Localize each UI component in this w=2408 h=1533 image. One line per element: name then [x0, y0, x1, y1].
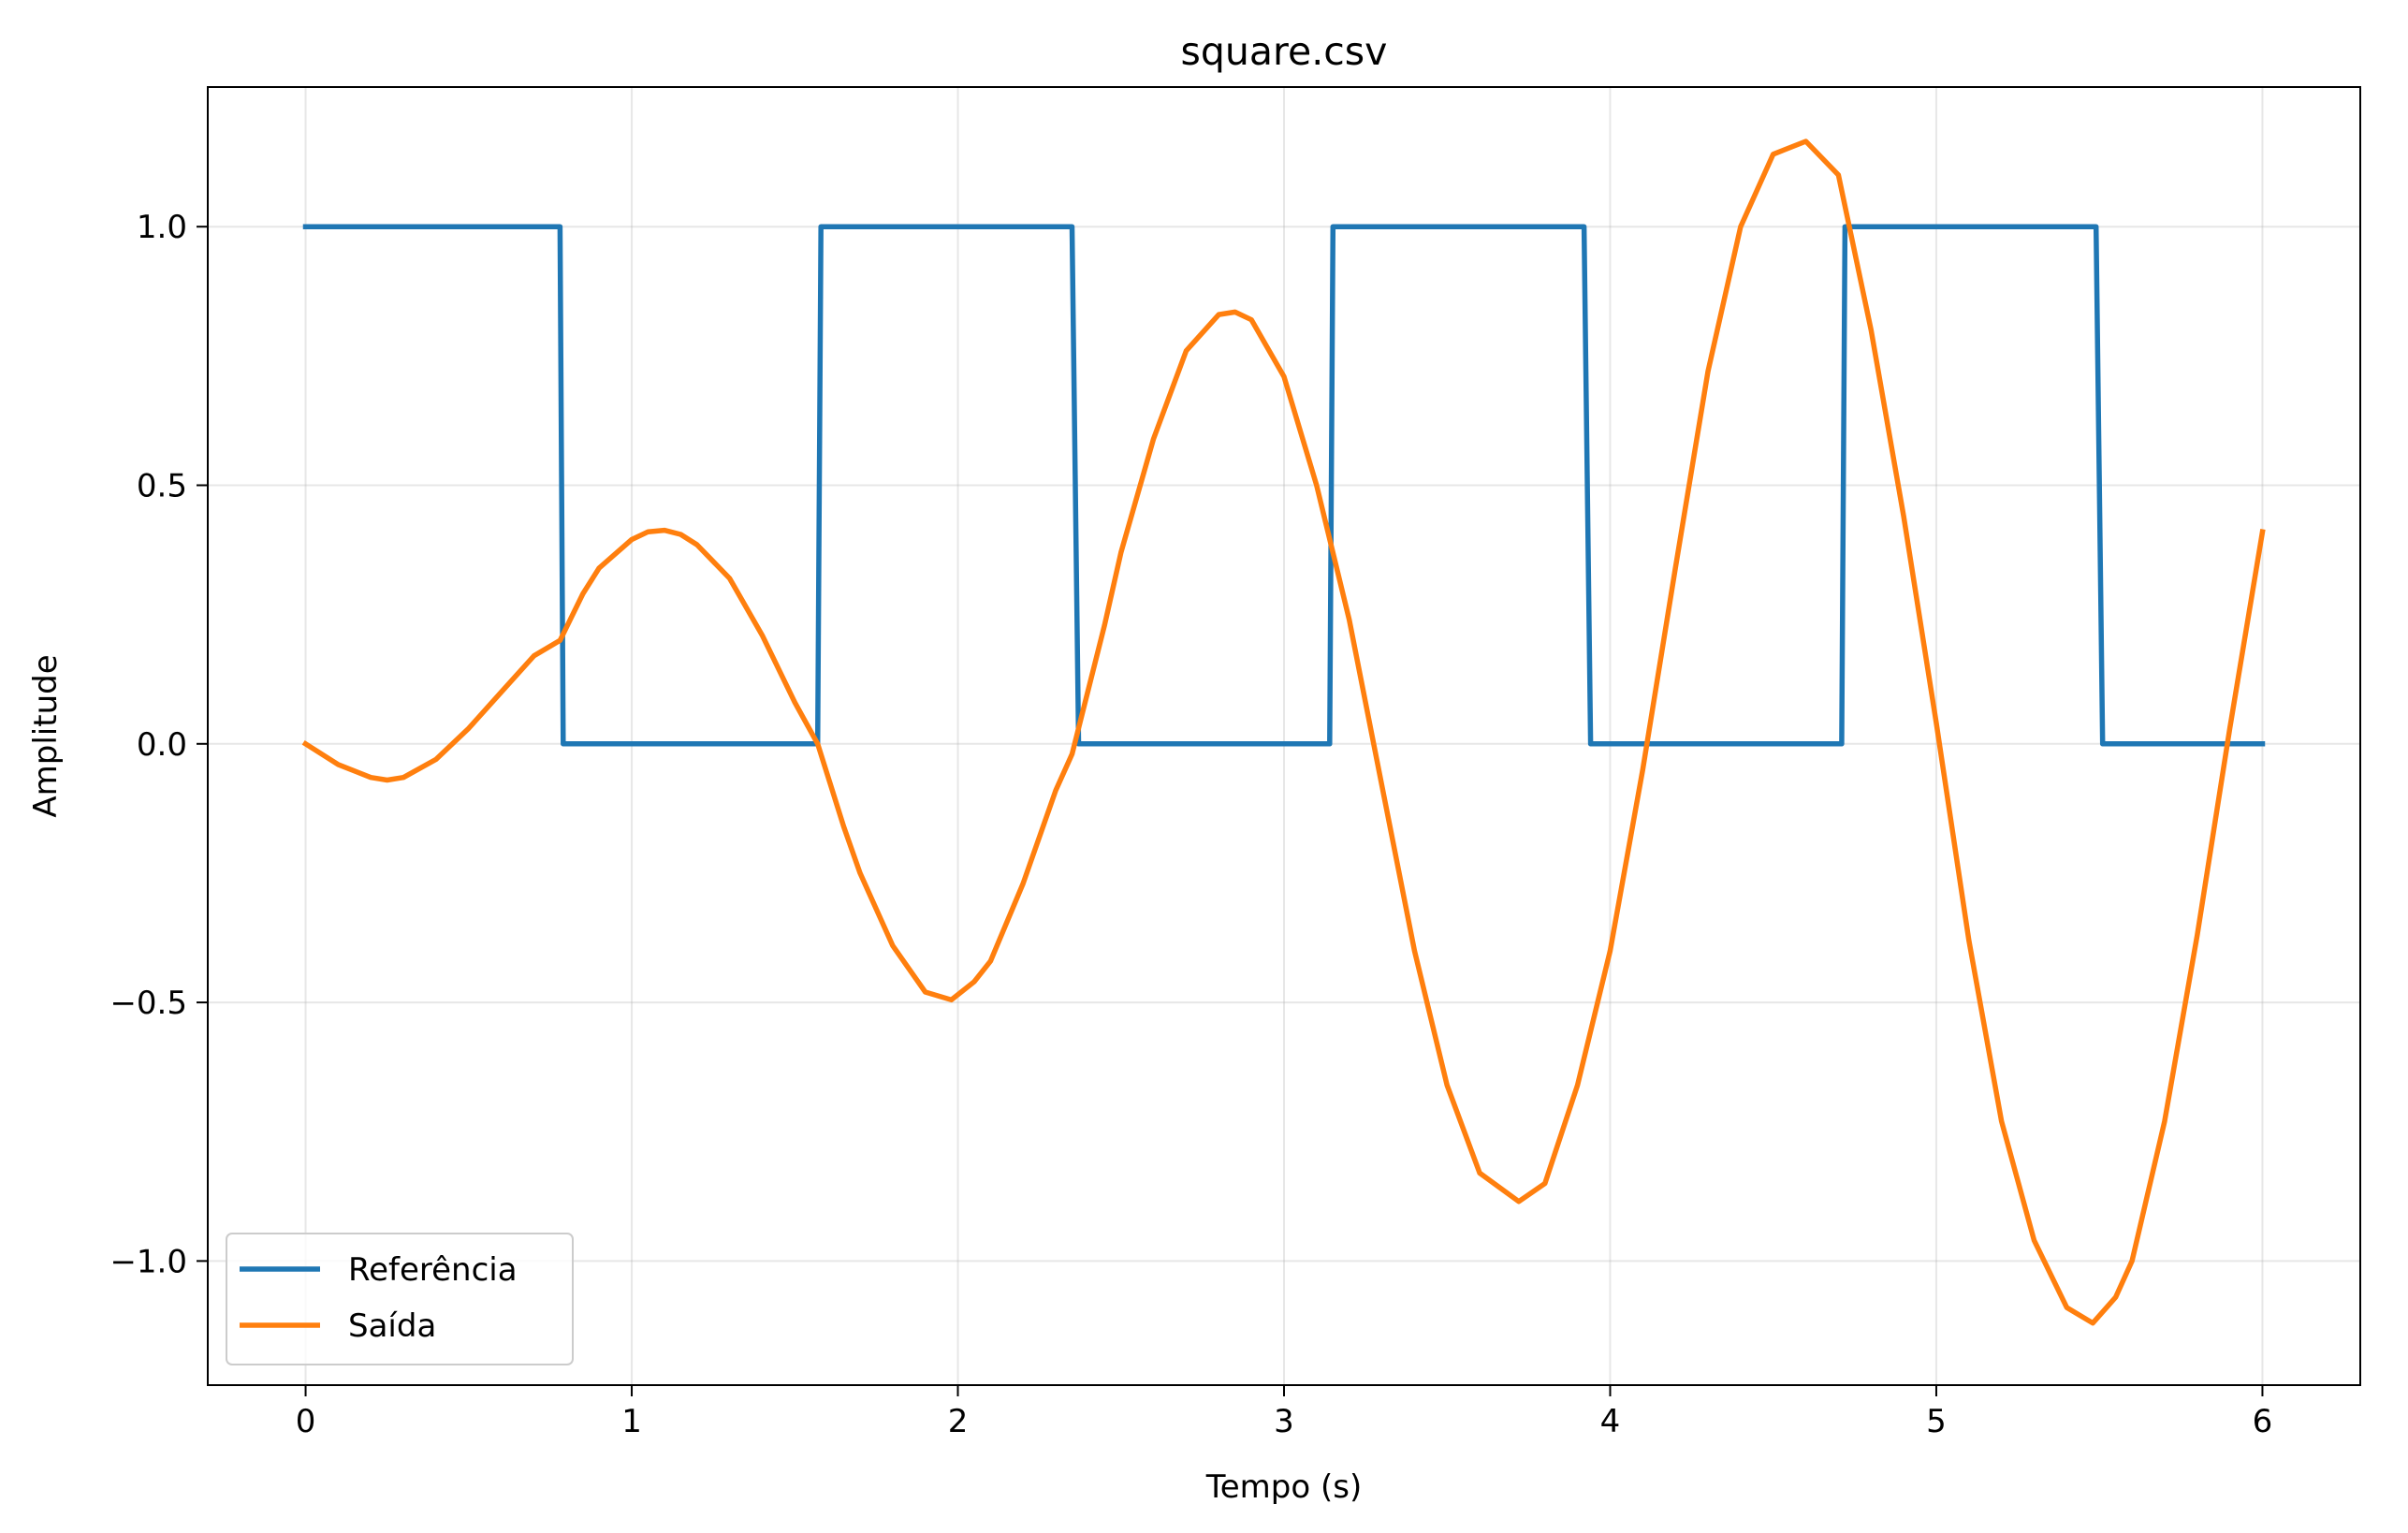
x-axis-label: Tempo (s) [1205, 1468, 1362, 1506]
legend: Referência Saída [226, 1233, 574, 1365]
x-tick-label: 4 [1600, 1403, 1621, 1440]
series-line-2 [301, 139, 2266, 1326]
axis-ticks: 0 1 2 3 4 5 6 −1.0 −0.5 0.0 0.5 1.0 [109, 209, 2272, 1440]
legend-box [226, 1233, 574, 1365]
x-tick-label: 1 [621, 1403, 642, 1440]
y-axis-label: Amplitude [27, 654, 65, 817]
legend-label: Saída [348, 1307, 436, 1345]
legend-label: Referência [348, 1251, 518, 1289]
x-tick-label: 5 [1926, 1403, 1947, 1440]
y-tick-label: 1.0 [137, 209, 187, 246]
chart-title: square.csv [1181, 29, 1388, 74]
y-tick-label: 0.0 [137, 726, 187, 764]
y-tick-label: 0.5 [137, 467, 187, 504]
y-tick-label: −1.0 [109, 1243, 187, 1280]
x-tick-label: 6 [2253, 1403, 2273, 1440]
series-line-1 [302, 224, 2266, 747]
x-tick-label: 2 [948, 1403, 969, 1440]
x-tick-label: 3 [1274, 1403, 1294, 1440]
y-tick-label: −0.5 [109, 985, 187, 1022]
series-lines [301, 139, 2266, 1326]
x-tick-label: 0 [296, 1403, 316, 1440]
